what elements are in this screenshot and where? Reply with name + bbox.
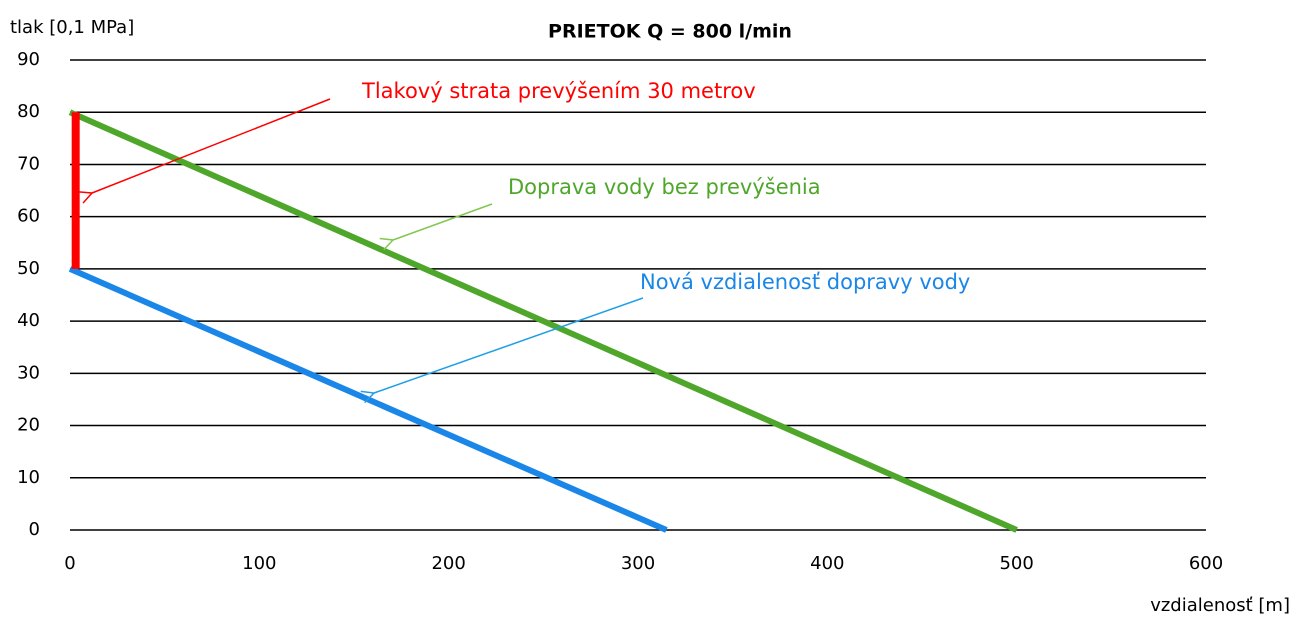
- y-tick-label: 10: [17, 467, 40, 488]
- y-tick-label: 90: [17, 49, 40, 70]
- x-tick-label: 500: [999, 553, 1033, 574]
- x-tick-label: 0: [64, 553, 75, 574]
- x-tick-label: 400: [810, 553, 844, 574]
- y-tick-label: 50: [17, 258, 40, 279]
- y-tick-label: 20: [17, 415, 40, 436]
- chart-title: PRIETOK Q = 800 l/min: [548, 21, 792, 43]
- x-tick-label: 100: [242, 553, 276, 574]
- y-tick-label: 60: [17, 206, 40, 227]
- annotation: Tlakový strata prevýšením 30 metrov: [361, 79, 756, 103]
- annotation-arrow: [374, 297, 644, 393]
- annotation: Doprava vody bez prevýšenia: [508, 175, 821, 199]
- annotation-arrow: [393, 203, 493, 240]
- x-tick-label: 200: [431, 553, 465, 574]
- annotation: Nová vzdialenosť dopravy vody: [640, 270, 970, 294]
- annotation-arrow: [92, 98, 331, 193]
- x-axis-label: vzdialenosť [m]: [1150, 595, 1290, 616]
- y-tick-label: 30: [17, 362, 40, 383]
- y-tick-label: 0: [29, 519, 40, 540]
- x-tick-label: 300: [621, 553, 655, 574]
- x-tick-label: 600: [1189, 553, 1223, 574]
- y-tick-label: 40: [17, 310, 40, 331]
- data-line: [68, 109, 1018, 533]
- y-tick-label: 70: [17, 153, 40, 174]
- y-axis-label: tlak [0,1 MPa]: [10, 17, 134, 38]
- y-tick-label: 80: [17, 101, 40, 122]
- data-line: [68, 266, 668, 533]
